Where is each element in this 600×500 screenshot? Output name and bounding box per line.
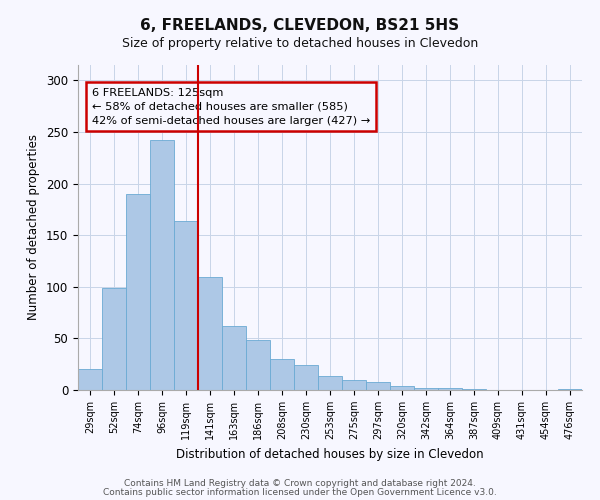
Y-axis label: Number of detached properties: Number of detached properties [28,134,40,320]
Bar [366,382,390,390]
Text: 6 FREELANDS: 125sqm
← 58% of detached houses are smaller (585)
42% of semi-detac: 6 FREELANDS: 125sqm ← 58% of detached ho… [92,88,370,126]
Text: 6, FREELANDS, CLEVEDON, BS21 5HS: 6, FREELANDS, CLEVEDON, BS21 5HS [140,18,460,32]
Bar [294,365,318,390]
Bar [246,340,270,390]
Bar [78,370,102,390]
X-axis label: Distribution of detached houses by size in Clevedon: Distribution of detached houses by size … [176,448,484,460]
Bar [318,376,342,390]
Bar [342,380,366,390]
Bar [414,388,438,390]
Bar [150,140,174,390]
Bar [270,359,294,390]
Text: Size of property relative to detached houses in Clevedon: Size of property relative to detached ho… [122,38,478,51]
Bar [558,389,582,390]
Bar [222,326,246,390]
Bar [174,221,198,390]
Bar [438,388,462,390]
Bar [462,389,486,390]
Bar [390,386,414,390]
Bar [198,276,222,390]
Text: Contains HM Land Registry data © Crown copyright and database right 2024.: Contains HM Land Registry data © Crown c… [124,479,476,488]
Bar [102,288,126,390]
Bar [126,194,150,390]
Text: Contains public sector information licensed under the Open Government Licence v3: Contains public sector information licen… [103,488,497,497]
